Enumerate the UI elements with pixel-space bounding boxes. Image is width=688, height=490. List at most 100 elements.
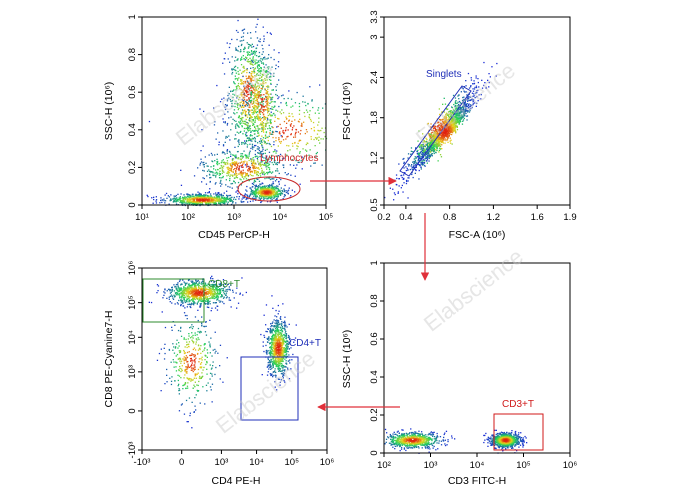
event-dot [267, 96, 270, 98]
event-dot [266, 173, 269, 175]
event-dot [432, 147, 434, 149]
event-dot [245, 189, 247, 191]
event-dot [235, 292, 237, 294]
event-dot [283, 98, 285, 100]
event-dot [169, 292, 172, 294]
y-tick-label: 3 [369, 34, 380, 39]
event-dot [255, 75, 257, 77]
event-dot [239, 104, 241, 106]
event-dot [257, 101, 259, 103]
event-dot [261, 126, 263, 129]
event-dot [408, 177, 410, 179]
event-dot [256, 125, 258, 127]
event-dot [426, 138, 428, 141]
event-dot [232, 96, 234, 98]
event-dot [223, 171, 225, 173]
event-dot [236, 106, 238, 108]
event-dot [255, 112, 258, 114]
event-dot [181, 283, 183, 285]
event-dot [415, 147, 417, 149]
event-dot [254, 86, 256, 88]
event-dot [447, 129, 449, 131]
event-dot [274, 187, 276, 189]
event-dot [436, 149, 438, 151]
event-dot [220, 167, 222, 169]
event-dot [224, 113, 226, 115]
event-dot [450, 123, 452, 125]
event-dot [280, 127, 282, 129]
event-dot [250, 85, 252, 87]
event-dot [443, 132, 445, 135]
event-dot [422, 162, 424, 164]
event-dot [434, 127, 436, 129]
event-dot [201, 181, 203, 183]
event-dot [241, 106, 243, 108]
event-dot [427, 156, 429, 158]
event-dot [424, 152, 426, 154]
event-dot [214, 203, 216, 205]
event-dot [234, 60, 236, 62]
event-dot [306, 142, 308, 144]
event-dot [226, 190, 228, 192]
event-dot [241, 277, 243, 279]
event-dot [182, 305, 185, 307]
event-dot [405, 169, 407, 172]
event-dot [202, 281, 204, 283]
event-dot [293, 164, 295, 166]
event-dot [471, 92, 474, 94]
event-dot [247, 139, 250, 142]
event-dot [233, 180, 235, 182]
event-dot [243, 97, 245, 99]
event-dot [179, 197, 181, 199]
event-dot [457, 119, 459, 122]
event-dot [214, 196, 216, 198]
gate-lymphocytes[interactable] [237, 176, 301, 202]
event-dot [249, 76, 251, 78]
event-dot [196, 280, 198, 282]
event-dot [476, 90, 478, 92]
gate-singlets[interactable] [399, 85, 472, 177]
event-dot [448, 116, 450, 118]
event-dot [251, 164, 253, 166]
event-dot [242, 90, 244, 92]
event-dot [269, 171, 271, 173]
event-dot [435, 133, 437, 135]
event-dot [263, 38, 265, 40]
event-dot [432, 148, 435, 150]
event-dot [262, 80, 265, 83]
event-dot [218, 194, 220, 196]
event-dot [197, 279, 199, 282]
event-dot [278, 52, 280, 54]
event-dot [172, 198, 174, 200]
event-dot [240, 200, 242, 202]
event-dot [190, 202, 193, 204]
event-dot [274, 192, 276, 194]
event-dot [287, 189, 290, 191]
event-dot [453, 111, 455, 113]
event-dot [429, 156, 431, 158]
event-dot [435, 151, 437, 153]
event-dot [169, 295, 171, 297]
event-dot [251, 78, 253, 80]
event-dot [232, 171, 234, 173]
event-dot [223, 97, 225, 99]
event-dot [279, 153, 282, 156]
event-dot [232, 201, 234, 203]
event-dot [275, 195, 278, 198]
event-dot [279, 111, 281, 113]
event-dot [250, 159, 252, 161]
event-dot [245, 103, 247, 106]
event-dot [228, 174, 230, 176]
event-dot [276, 155, 278, 158]
event-dot [460, 118, 462, 120]
event-dot [216, 163, 218, 165]
event-dot [243, 58, 245, 60]
event-dot [255, 194, 257, 196]
event-dot [292, 155, 295, 157]
event-dot [163, 294, 165, 296]
event-dot [466, 110, 469, 112]
event-dot [467, 98, 469, 100]
event-dot [261, 145, 263, 147]
event-dot [314, 162, 316, 164]
event-dot [280, 192, 282, 194]
